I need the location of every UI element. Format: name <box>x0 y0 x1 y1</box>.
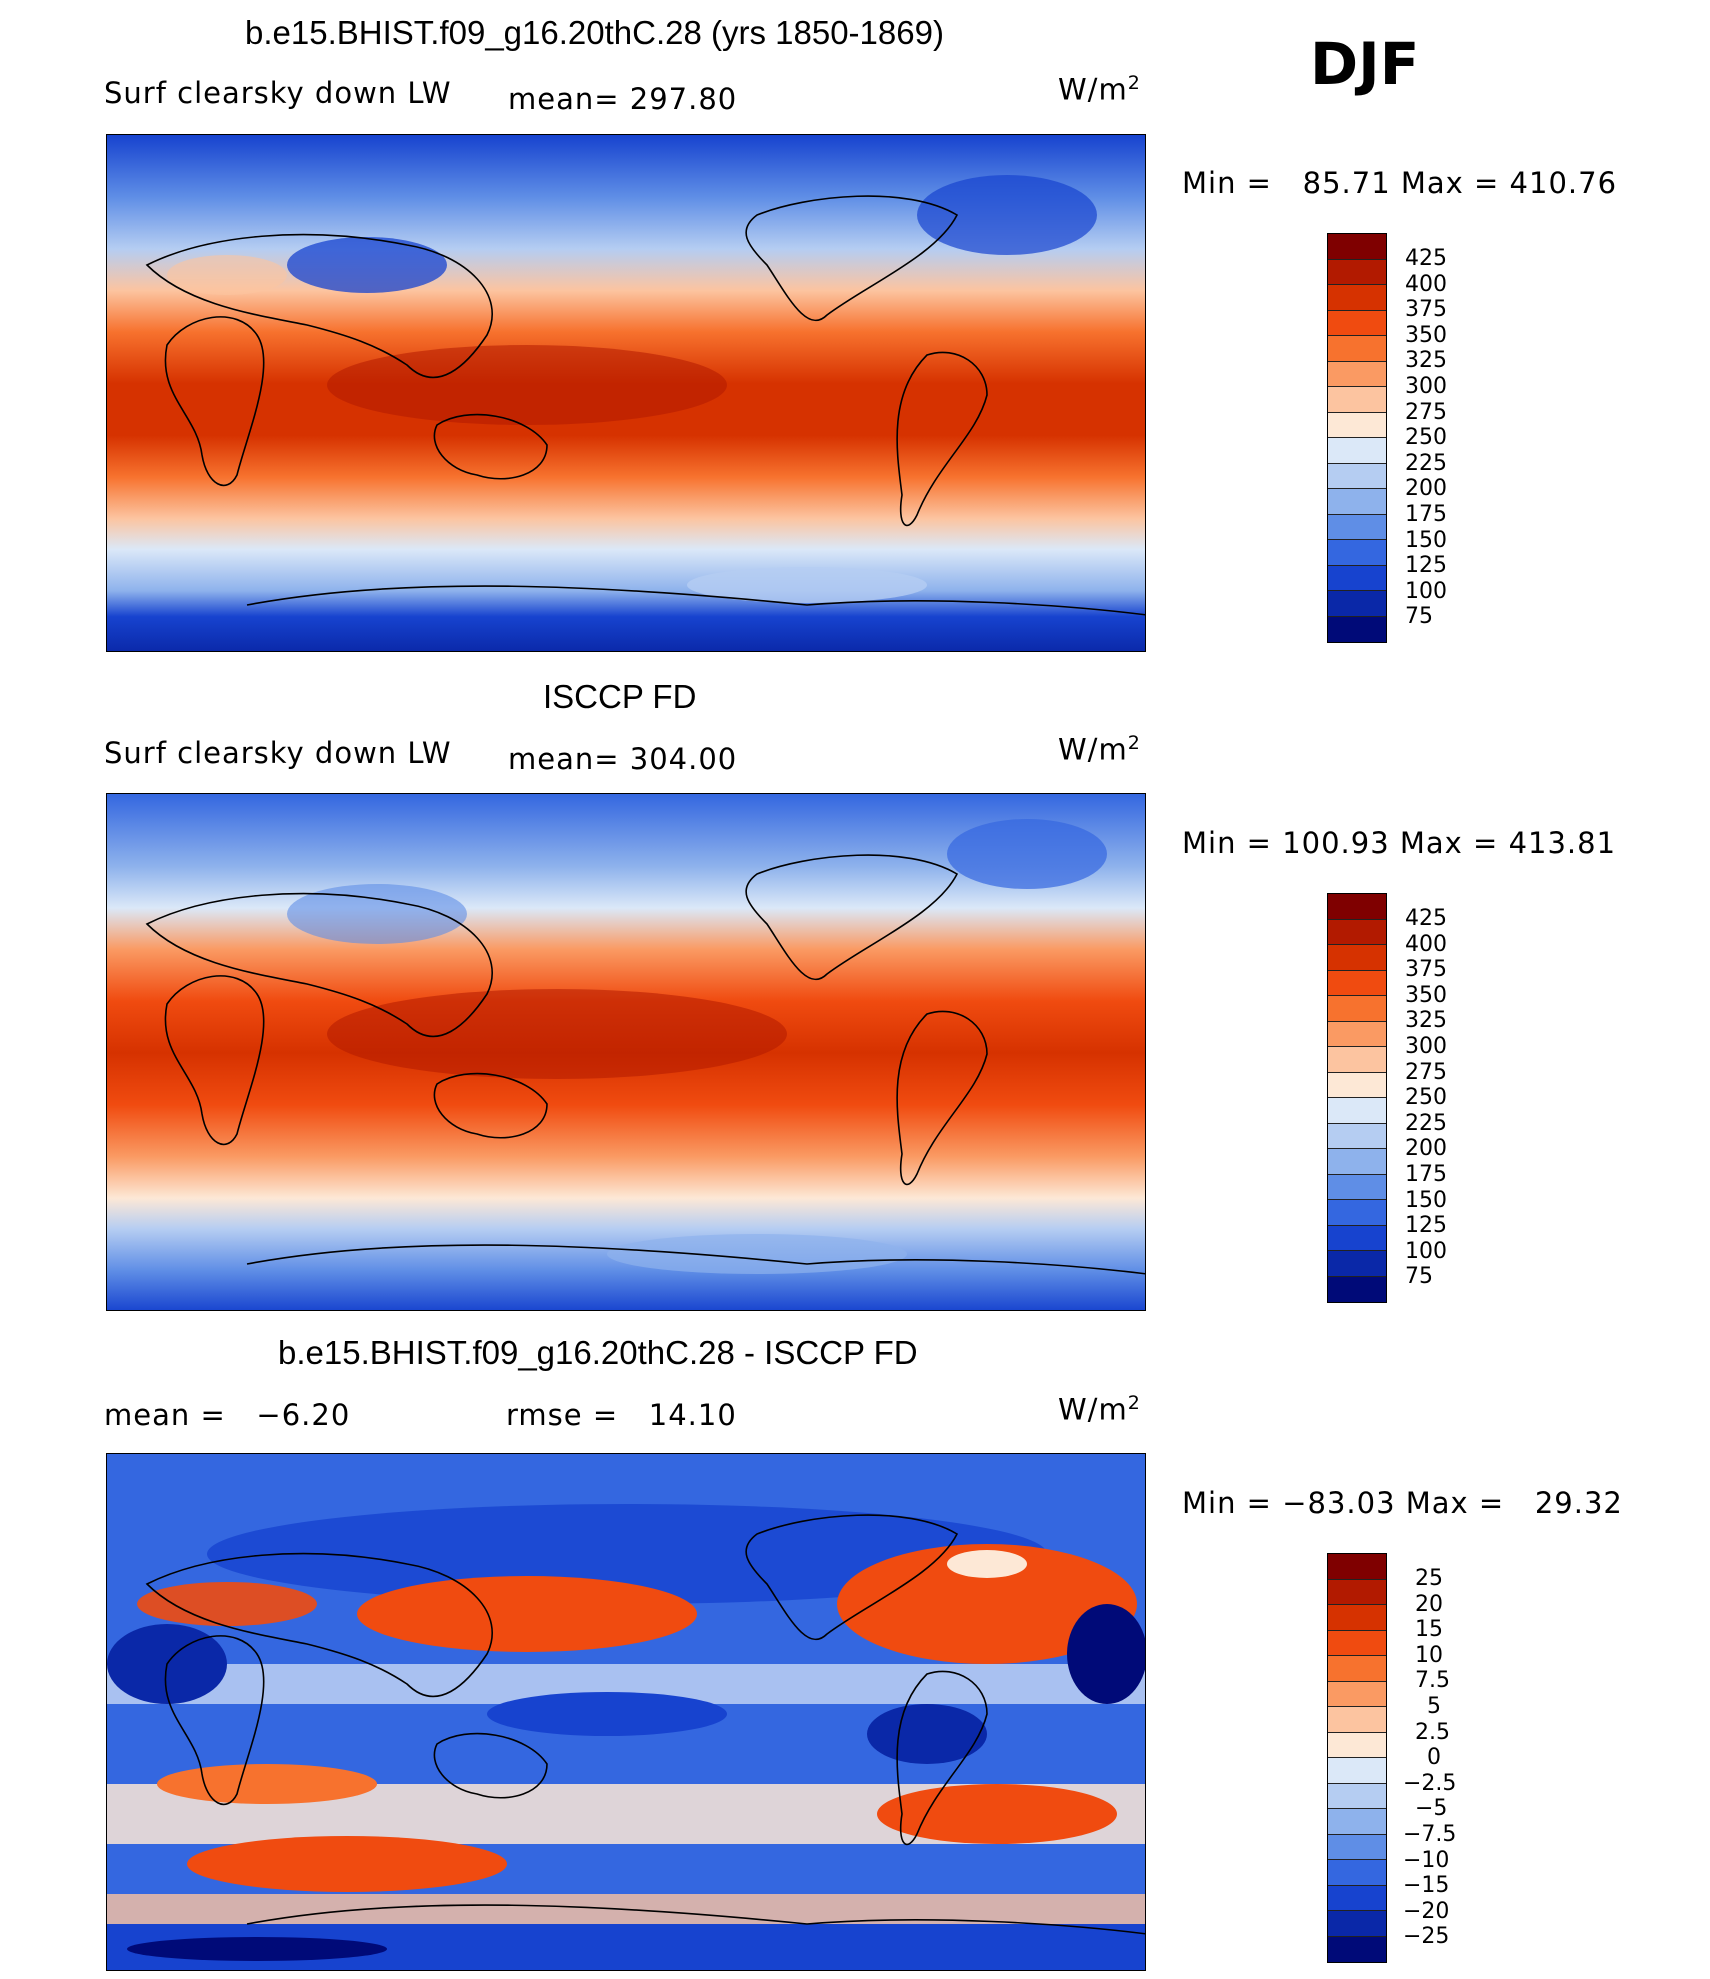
panel2-colorbar-labels: 425 400 375 350 325 300 275 250 225 200 175 150 … <box>1405 906 1447 1290</box>
panel2-map-graphic <box>107 794 1145 1310</box>
panel3-map-graphic <box>107 1454 1145 1970</box>
panel1-colorbar <box>1327 233 1387 643</box>
panel1-variable: Surf clearsky down LW <box>104 76 452 110</box>
panel2-units: W/m2 <box>1058 732 1141 767</box>
panel1-map-graphic <box>107 135 1145 651</box>
panel1-colorbar-labels: 425 400 375 350 325 300 275 250 225 200 175 150 … <box>1405 246 1447 630</box>
panel2-minmax: Min = 100.93 Max = 413.81 <box>1182 826 1617 860</box>
panel2-mean: mean= 304.00 <box>508 742 738 776</box>
panel3-colorbar <box>1327 1553 1387 1963</box>
panel2-colorbar <box>1327 893 1387 1303</box>
panel3-title: b.e15.BHIST.f09_g16.20thC.28 - ISCCP FD <box>278 1334 918 1371</box>
panel1-mean: mean= 297.80 <box>508 82 738 116</box>
panel1-title: b.e15.BHIST.f09_g16.20thC.28 (yrs 1850-1… <box>245 14 944 51</box>
panel1-map <box>106 134 1146 652</box>
panel1-minmax: Min = 85.71 Max = 410.76 <box>1182 166 1618 200</box>
panel2-title: ISCCP FD <box>543 678 697 715</box>
season-label: DJF <box>1310 30 1420 98</box>
panel3-colorbar-labels: 25 20 15 10 7.5 5 2.5 0 −2.5 −5 −7.5 −10 −15 −20−… <box>1403 1566 1457 1950</box>
panel3-map <box>106 1453 1146 1971</box>
panel2-variable: Surf clearsky down LW <box>104 736 452 770</box>
panel3-rmse: rmse = 14.10 <box>506 1398 737 1432</box>
panel3-minmax: Min = −83.03 Max = 29.32 <box>1182 1486 1623 1520</box>
panel2-map <box>106 793 1146 1311</box>
panel1-units: W/m2 <box>1058 72 1141 107</box>
panel3-units: W/m2 <box>1058 1392 1141 1427</box>
panel3-mean: mean = −6.20 <box>104 1398 351 1432</box>
